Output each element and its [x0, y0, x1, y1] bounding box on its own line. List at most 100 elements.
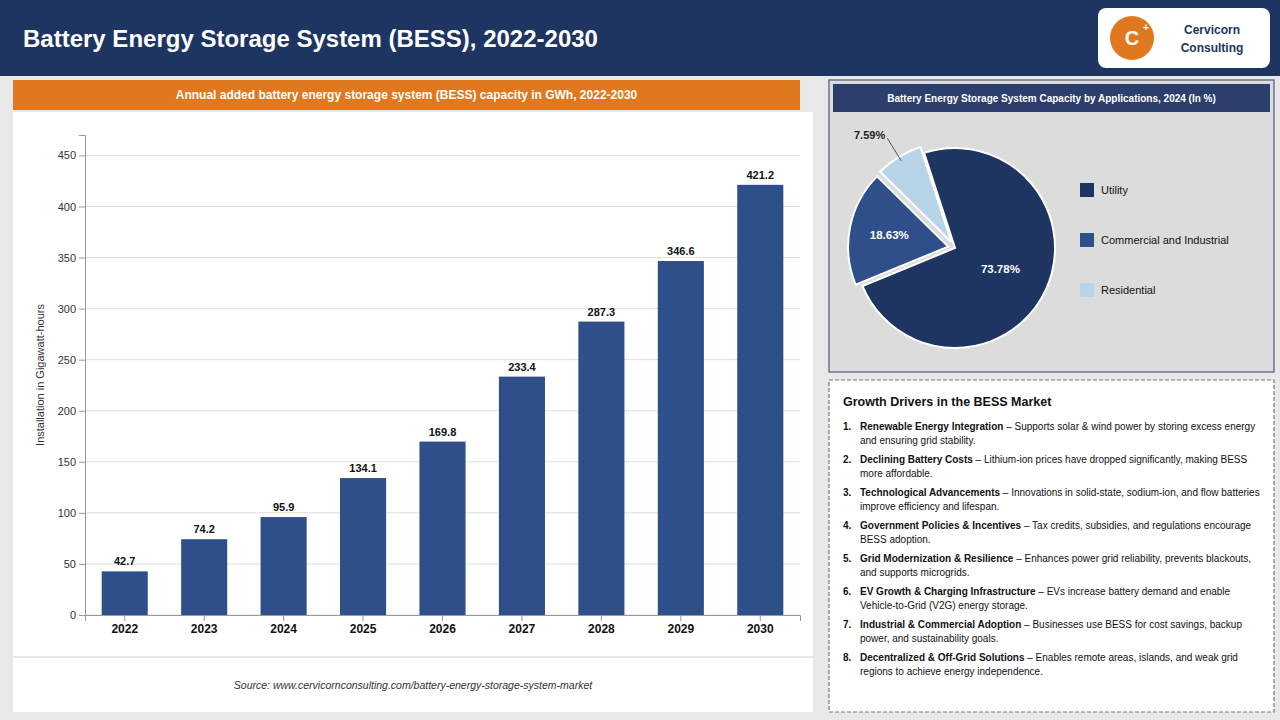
- x-tick: 2022: [111, 615, 138, 636]
- y-tick-mark: [79, 309, 85, 310]
- y-tick-label: 100: [58, 507, 76, 519]
- y-tick-mark: [79, 564, 85, 565]
- driver-text-line: and ensuring grid stability.: [860, 434, 975, 445]
- driver-number: 3.: [843, 487, 852, 498]
- grid-line: [85, 206, 800, 207]
- source: Source: www.cervicornconsulting.com/batt…: [234, 679, 593, 691]
- y-tick-label: 350: [58, 252, 76, 264]
- logo-plus: +: [1143, 22, 1149, 33]
- y-tick-label: 0: [70, 609, 76, 621]
- growth-panel: [829, 380, 1274, 712]
- pie-title-bar: [833, 84, 1270, 112]
- data-label: 42.7: [114, 555, 135, 567]
- driver-number: 2.: [843, 454, 852, 465]
- bars: [102, 185, 784, 615]
- data-label: 287.3: [588, 306, 616, 318]
- header-bar: [0, 0, 1280, 76]
- driver-text-line: regions to achieve energy independence.: [860, 665, 1043, 676]
- x-tick: 2023: [191, 615, 218, 636]
- data-label: 134.1: [349, 462, 377, 474]
- page-background: [0, 0, 1280, 720]
- source-box: [13, 658, 813, 712]
- x-tick: 2025: [350, 615, 377, 636]
- driver-text: – Innovations in solid-state, sodium-ion…: [860, 487, 1262, 512]
- y-tick-label: 200: [58, 405, 76, 417]
- driver-heading: Declining Battery Costs: [860, 454, 973, 465]
- driver-text-line: – Lithium-ion prices have dropped signif…: [973, 454, 1250, 465]
- y-tick: 50: [64, 558, 85, 570]
- bar: [499, 377, 545, 615]
- driver-text-line: BESS adoption.: [860, 533, 931, 544]
- x-tick: 2029: [667, 615, 694, 636]
- bar: [102, 571, 148, 615]
- driver-text-line: – Innovations in solid-state, sodium-ion…: [1000, 487, 1262, 498]
- y-tick-mark: [79, 411, 85, 412]
- y-axis-line: [79, 136, 86, 616]
- driver-text: – Enables remote areas, islands, and wea…: [860, 652, 1241, 677]
- legend-label: Residential: [1101, 284, 1155, 296]
- data-label: 74.2: [193, 523, 214, 535]
- data-labels: 42.774.295.9134.1169.8233.4287.3346.6421…: [114, 169, 774, 568]
- y-tick-label: 50: [64, 558, 76, 570]
- x-tick-label: 2026: [429, 622, 456, 636]
- subtitle: Annual added battery energy storage syst…: [176, 88, 638, 102]
- data-label: 169.8: [429, 426, 457, 438]
- driver-text-line: improve efficiency and lifespan.: [860, 500, 999, 511]
- y-tick-mark: [79, 360, 85, 361]
- x-tick-mark: [363, 615, 364, 621]
- driver-heading: Technological Advancements: [860, 487, 1000, 498]
- y-tick: 250: [58, 354, 85, 366]
- x-tick-mark: [680, 615, 681, 621]
- subtitle-banner: [13, 80, 800, 110]
- y-tick: 0: [70, 609, 85, 621]
- legend: UtilityCommercial and IndustrialResident…: [1080, 183, 1229, 297]
- logo-letter: C: [1125, 27, 1139, 49]
- grid-line: [85, 257, 800, 258]
- y-tick-mark: [79, 615, 85, 616]
- driver-text-line: and supports microgrids.: [860, 566, 970, 577]
- x-tick-mark: [601, 615, 602, 621]
- logo-name: Consulting: [1181, 41, 1244, 55]
- bar: [737, 185, 783, 615]
- x-tick-mark: [124, 615, 125, 621]
- logo-name: Cervicorn: [1184, 23, 1240, 37]
- x-tick: 2030: [747, 615, 774, 636]
- driver-text-line: Vehicle-to-Grid (V2G) energy storage.: [860, 599, 1028, 610]
- bar: [658, 261, 704, 615]
- y-tick-mark: [79, 462, 85, 463]
- legend-swatch: [1080, 283, 1094, 297]
- driver-text-line: – Tax credits, subsidies, and regulation…: [1021, 520, 1254, 531]
- logo-box: [1098, 8, 1270, 68]
- data-label: 421.2: [747, 169, 775, 181]
- driver-number: 1.: [843, 421, 852, 432]
- x-tick: 2024: [270, 615, 297, 636]
- bar: [419, 442, 465, 615]
- chart-panel: [13, 112, 813, 656]
- y-tick: 400: [58, 201, 85, 213]
- driver-number: 4.: [843, 520, 852, 531]
- y-tick-label: 450: [58, 149, 76, 161]
- y-tick: 450: [58, 149, 85, 161]
- pie: [848, 147, 1055, 348]
- x-tick: 2026: [429, 615, 456, 636]
- pie-label: 7.59%: [854, 129, 885, 141]
- driver-number: 7.: [843, 619, 852, 630]
- bar: [181, 539, 227, 615]
- x-tick-mark: [521, 615, 522, 621]
- x-tick-mark: [204, 615, 205, 621]
- y-tick: 350: [58, 252, 85, 264]
- driver-text: – EVs increase battery demand and enable…: [860, 586, 1233, 611]
- x-tick: 2028: [588, 615, 615, 636]
- x-tick-label: 2022: [111, 622, 138, 636]
- driver-text-line: – Enables remote areas, islands, and wea…: [1024, 652, 1240, 663]
- driver-text-line: more affordable.: [860, 467, 933, 478]
- x-axis-line: [86, 616, 801, 622]
- pie-slice: [880, 147, 951, 242]
- data-label: 346.6: [667, 245, 695, 257]
- x-tick-mark: [760, 615, 761, 621]
- driver-text: – Enhances power grid reliability, preve…: [860, 553, 1254, 578]
- title: Battery Energy Storage System (BESS), 20…: [23, 25, 598, 52]
- x-tick-label: 2024: [270, 622, 297, 636]
- driver-text-line: – EVs increase battery demand and enable: [1036, 586, 1233, 597]
- pie-panel: [829, 80, 1274, 372]
